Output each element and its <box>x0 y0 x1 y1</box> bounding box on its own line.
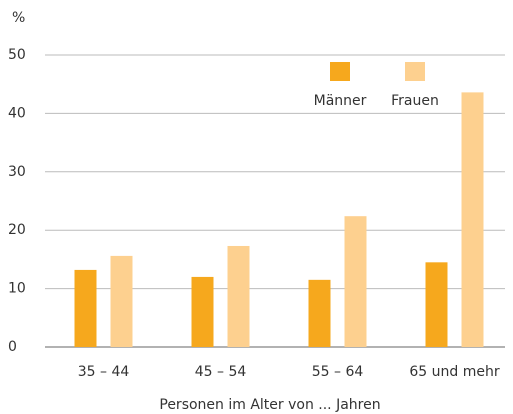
bar <box>110 255 133 347</box>
y-tick-label: 0 <box>8 339 17 355</box>
y-axis-label: % <box>12 10 25 26</box>
bar <box>308 279 331 347</box>
bar <box>227 245 250 347</box>
bar <box>344 216 367 347</box>
y-tick-label: 10 <box>8 281 26 297</box>
y-tick-label: 30 <box>8 164 26 180</box>
y-tick-label: 50 <box>8 47 26 63</box>
legend-swatch <box>405 62 425 81</box>
bar <box>425 262 448 347</box>
y-tick-label: 20 <box>8 222 26 238</box>
legend-swatch <box>330 62 350 81</box>
x-tick-label: 65 und mehr <box>409 364 499 380</box>
legend-label: Frauen <box>391 93 439 109</box>
bar <box>74 269 97 347</box>
bar <box>461 92 484 347</box>
x-axis-label: Personen im Alter von ... Jahren <box>159 397 380 413</box>
x-tick-label: 55 – 64 <box>312 364 364 380</box>
y-tick-label: 40 <box>8 105 26 121</box>
x-tick-label: 45 – 54 <box>195 364 247 380</box>
bar <box>191 276 214 347</box>
legend-label: Männer <box>314 93 367 109</box>
x-tick-label: 35 – 44 <box>78 364 130 380</box>
